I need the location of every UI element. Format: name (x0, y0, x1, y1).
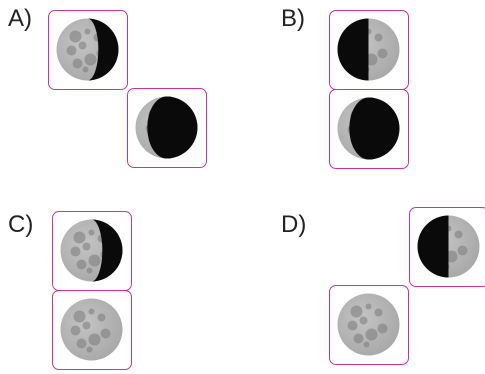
option-b-moon-1 (329, 10, 409, 90)
first-quarter-moon-icon (417, 215, 480, 278)
waning-crescent-moon-icon (135, 96, 198, 159)
waning-crescent-moon-icon (337, 97, 400, 160)
option-a-label: A) (8, 5, 32, 32)
first-quarter-moon-icon (337, 18, 400, 81)
option-d-label: D) (281, 211, 307, 238)
option-b-label: B) (281, 5, 305, 32)
option-c-moon-2 (52, 290, 132, 370)
option-d-moon-1 (409, 207, 485, 287)
option-c-label: C) (8, 211, 34, 238)
option-d-moon-2 (329, 285, 409, 365)
option-c-moon-1 (52, 211, 132, 291)
option-b-moon-2 (329, 89, 409, 169)
waxing-gibbous-moon-icon (56, 18, 119, 81)
full-moon-icon (337, 293, 400, 356)
option-a-moon-2 (127, 88, 207, 168)
full-moon-icon (60, 298, 123, 361)
waxing-gibbous-moon-icon (60, 219, 123, 282)
option-a-moon-1 (48, 10, 128, 90)
